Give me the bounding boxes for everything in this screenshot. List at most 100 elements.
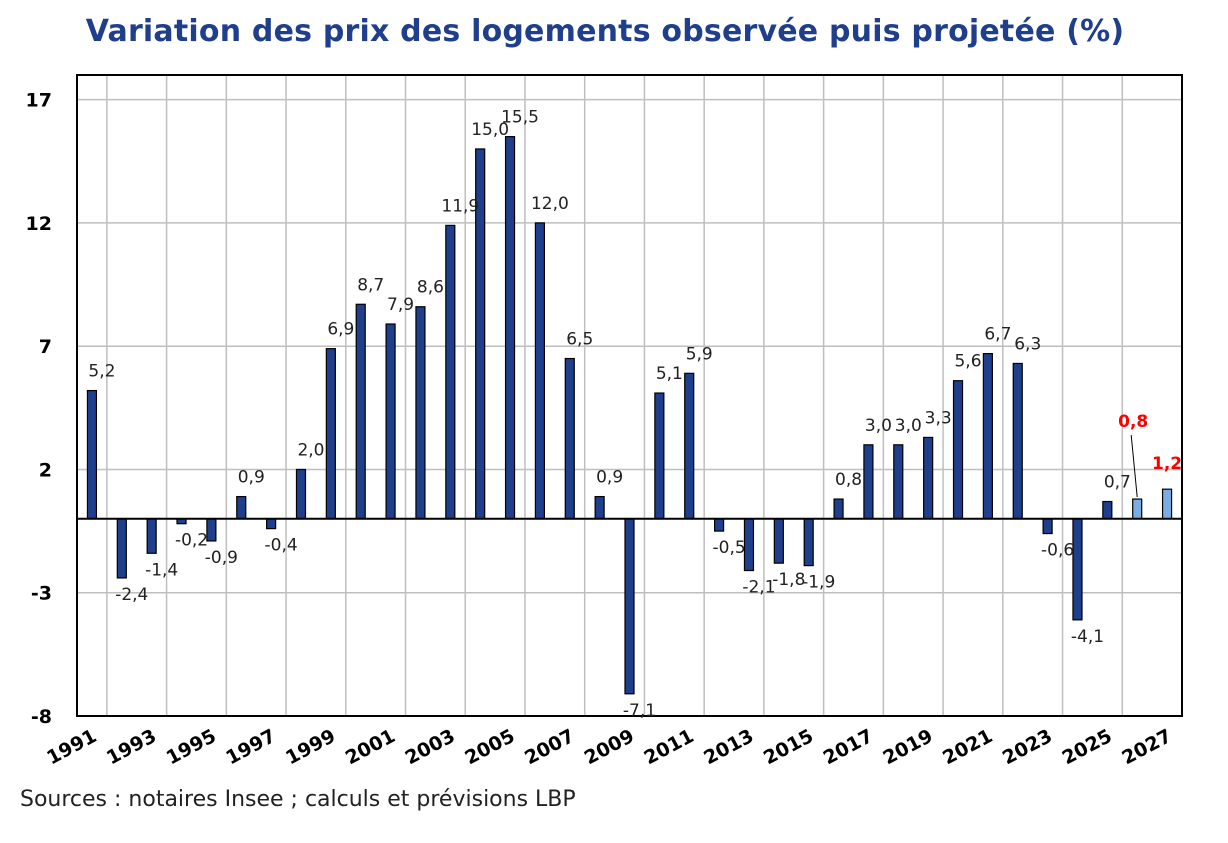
data-label: 7,9 [387, 295, 414, 315]
data-label: 3,0 [895, 416, 922, 436]
bar [654, 392, 665, 520]
bar [295, 468, 307, 520]
bar [893, 444, 904, 520]
x-tick-label: 2027 [1118, 725, 1175, 769]
data-label: 0,9 [596, 468, 623, 488]
y-tick-label: -3 [31, 583, 52, 605]
x-tick-label: 2023 [999, 725, 1056, 769]
data-label: 6,7 [984, 325, 1011, 345]
x-tick-label: 2007 [521, 725, 578, 769]
data-label: -0,6 [1041, 541, 1074, 561]
bar [86, 389, 98, 520]
data-label: 2,0 [297, 440, 324, 460]
bar [385, 323, 396, 520]
data-label: -1,9 [802, 573, 835, 593]
x-tick-label: 2011 [641, 725, 698, 769]
bar [534, 222, 546, 520]
bar [624, 518, 635, 695]
bar [415, 306, 426, 520]
x-tick-label: 1995 [163, 725, 220, 769]
bar [982, 352, 993, 520]
data-label: 12,0 [531, 194, 569, 214]
y-tick-label: 17 [26, 90, 52, 112]
bar [445, 224, 456, 520]
data-label: 5,9 [686, 344, 713, 364]
axes [76, 74, 1183, 717]
bar [594, 495, 605, 520]
bar [833, 498, 844, 520]
bar [803, 518, 814, 567]
y-tick-label: 7 [39, 336, 52, 358]
data-label: 6,3 [1014, 334, 1041, 354]
data-label: 6,5 [566, 330, 593, 350]
x-tick-label: 2005 [461, 725, 518, 769]
data-label: 15,0 [471, 120, 509, 140]
forecast-bar [1161, 488, 1173, 520]
x-tick-label: 1999 [282, 725, 339, 769]
bar [952, 380, 964, 520]
bar [355, 303, 366, 520]
forecast-data-label: 0,8 [1118, 412, 1148, 432]
data-label: -0,4 [265, 536, 298, 556]
x-axis-ticks: 1991 1993 1995 1997 1999 2001 2003 2005 2007 2009… [43, 725, 1175, 769]
x-tick-label: 1993 [103, 725, 160, 769]
data-label: 0,7 [1104, 473, 1131, 493]
x-tick-label: 2025 [1059, 725, 1116, 769]
bar [1012, 362, 1023, 520]
data-label: 5,1 [656, 364, 683, 384]
bar [743, 518, 755, 572]
x-tick-label: 2021 [939, 725, 996, 769]
y-tick-label: -8 [31, 706, 52, 728]
data-label: 0,8 [835, 470, 862, 490]
bar [236, 495, 247, 520]
data-label: 5,2 [88, 362, 115, 382]
grid-lines [77, 75, 1183, 717]
forecast-bar [1132, 498, 1143, 520]
x-tick-label: 2013 [700, 725, 757, 769]
bar [206, 518, 217, 542]
bar [116, 518, 127, 579]
data-label: 11,9 [441, 196, 479, 216]
bar [773, 518, 784, 564]
x-tick-label: 2009 [581, 725, 638, 769]
data-label: 3,3 [925, 408, 952, 428]
bar [1102, 500, 1113, 520]
x-tick-label: 2017 [820, 725, 877, 769]
bar [504, 136, 516, 520]
data-label: -4,1 [1071, 627, 1104, 647]
forecast-data-label: 1,2 [1152, 454, 1182, 474]
x-tick-label: 2001 [342, 725, 399, 769]
data-label: 6,9 [327, 320, 354, 340]
plot-border [76, 74, 1183, 717]
data-label: -1,8 [772, 570, 805, 590]
x-tick-label: 2015 [760, 725, 817, 769]
x-tick-label: 1991 [43, 725, 100, 769]
data-label: -2,1 [742, 578, 775, 598]
bar [325, 348, 336, 520]
bar [684, 372, 695, 520]
bar [1042, 518, 1053, 535]
bar [1072, 518, 1083, 621]
y-tick-label: 2 [39, 459, 52, 481]
data-label: 0,9 [238, 468, 265, 488]
data-label: 15,5 [501, 108, 539, 128]
bar [564, 357, 575, 520]
data-label: 5,6 [954, 352, 981, 372]
forecast-label-leader [1130, 434, 1138, 498]
data-label: 3,0 [865, 416, 892, 436]
bar [146, 518, 157, 554]
data-label: -0,5 [713, 538, 746, 558]
data-label: -7,1 [623, 701, 656, 721]
bar [863, 444, 874, 520]
data-label: -1,4 [145, 560, 178, 580]
x-tick-label: 2019 [879, 725, 936, 769]
data-label: 8,7 [357, 275, 384, 295]
bars [86, 136, 1173, 695]
bar [923, 436, 934, 520]
y-tick-label: 12 [26, 213, 52, 235]
chart-title: Variation des prix des logements observé… [85, 14, 1125, 49]
source-note: Sources : notaires Insee ; calculs et pr… [20, 787, 576, 812]
x-tick-label: 2003 [402, 725, 459, 769]
x-tick-label: 1997 [222, 725, 279, 769]
